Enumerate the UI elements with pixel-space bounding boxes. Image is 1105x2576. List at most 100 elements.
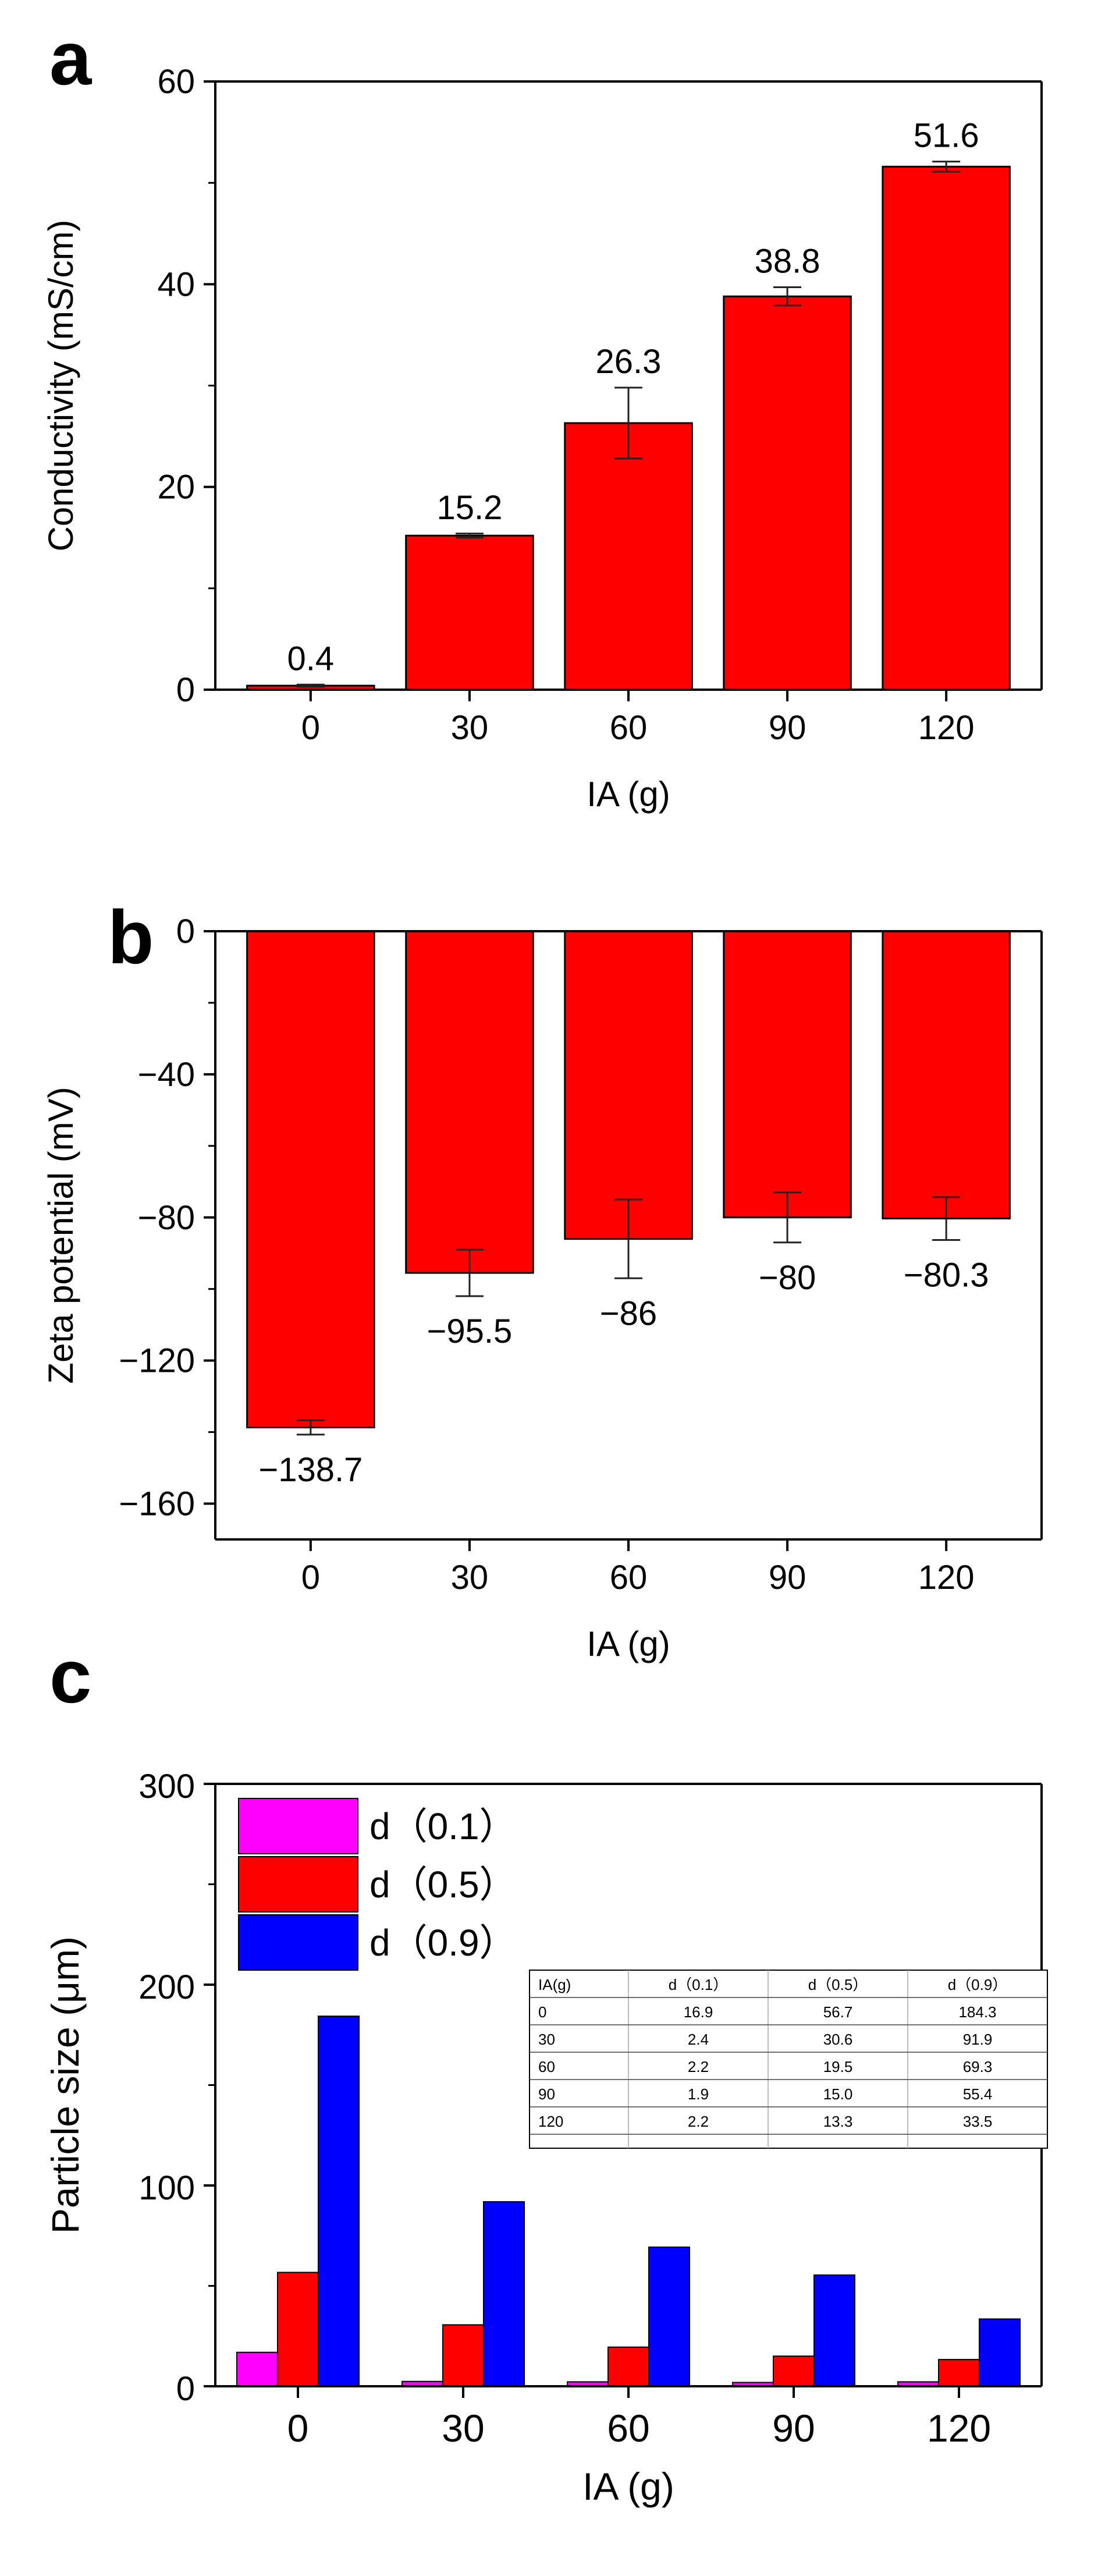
panel-c-y-tick-label: 200 <box>138 1968 195 2006</box>
panel-c-table-cell: 13.3 <box>823 2113 853 2130</box>
panel-b-y-tick-label: −40 <box>138 1056 195 1094</box>
panel-letter-b: b <box>108 895 154 980</box>
panel-c-legend-swatch <box>238 1798 358 1854</box>
panel-c-table-cell: 30 <box>538 2031 555 2048</box>
panel-b-data-label: −95.5 <box>427 1312 513 1350</box>
panel-b-data-label: −80 <box>759 1259 816 1297</box>
panel-a-y-tick-label: 60 <box>157 63 195 101</box>
panel-c-x-tick-label: 120 <box>927 2407 991 2450</box>
panel-c-legend-swatch <box>238 1856 358 1913</box>
panel-c-table-cell: 2.2 <box>688 2058 709 2075</box>
panel-a-x-axis-label: IA (g) <box>587 775 670 814</box>
panel-a-bar <box>882 165 1011 691</box>
panel-c-bar <box>277 2272 319 2387</box>
panel-c-table-cell: 30.6 <box>823 2031 853 2048</box>
panel-letter-a: a <box>49 16 93 101</box>
panel-a-x-tick-label: 120 <box>918 709 975 747</box>
panel-b-x-tick-label: 0 <box>301 1559 320 1596</box>
panel-c-legend-label: d（0.5） <box>369 1864 517 1906</box>
panel-c-table-cell: 55.4 <box>963 2085 993 2103</box>
panel-c-table-cell: 2.4 <box>688 2031 709 2048</box>
panel-c-table-header-cell: d（0.5） <box>808 1976 868 1993</box>
panel-c-bar <box>773 2355 815 2387</box>
panel-b-y-tick-label: −80 <box>138 1199 195 1237</box>
panel-a-data-label: 38.8 <box>755 243 820 281</box>
panel-c-legend-label: d（0.9） <box>369 1922 517 1964</box>
panel-c-bar <box>648 2246 690 2387</box>
panel-c-table-cell: 56.7 <box>823 2003 853 2021</box>
panel-c-bar <box>979 2318 1021 2387</box>
panel-c-y-tick-label: 0 <box>176 2370 195 2408</box>
panel-b-x-tick-label: 30 <box>451 1559 489 1596</box>
panel-c-table-cell: 90 <box>538 2085 555 2103</box>
panel-c-inset-table <box>529 1970 1048 2149</box>
panel-a-data-label: 26.3 <box>596 343 662 381</box>
panel-a-bar <box>723 295 852 691</box>
panel-c-table-cell: 60 <box>538 2058 555 2075</box>
panel-c-table-cell: 120 <box>538 2113 563 2130</box>
panel-a-y-tick-label: 0 <box>176 671 195 709</box>
panel-a-data-label: 51.6 <box>914 117 979 155</box>
panel-c-table-cell: 69.3 <box>963 2058 993 2075</box>
panel-c-table-cell: 184.3 <box>958 2003 996 2021</box>
panel-a-bar <box>405 534 534 691</box>
panel-b-y-axis-label: Zeta potential (mV) <box>41 1087 80 1383</box>
panel-a-x-tick-label: 60 <box>610 709 648 747</box>
panel-b-bar <box>723 930 852 1219</box>
panel-c-x-tick-label: 0 <box>287 2407 309 2450</box>
panel-c-x-tick-label: 60 <box>607 2407 649 2450</box>
panel-b-bar <box>405 930 534 1274</box>
panel-a-x-tick-label: 30 <box>451 709 489 747</box>
panel-letter-c: c <box>49 1634 91 1719</box>
panel-c-bar <box>483 2201 525 2387</box>
panel-b-bar <box>882 930 1011 1220</box>
panel-b-bar <box>246 930 375 1429</box>
panel-c-table-header-cell: d（0.9） <box>948 1976 1008 1993</box>
panel-c-table-cell: 0 <box>538 2003 546 2021</box>
panel-b-y-tick-label: −120 <box>119 1342 195 1380</box>
panel-a-data-label: 15.2 <box>436 489 502 527</box>
panel-c-table-cell: 16.9 <box>684 2003 713 2021</box>
panel-b: b −138.7 −95.5 −86 −80 −80.3 0 −40 −80 −120 −160 0… <box>41 895 1043 1663</box>
panel-b-x-axis-label: IA (g) <box>587 1624 670 1663</box>
panel-b-data-label: −80.3 <box>904 1256 989 1294</box>
panel-b-x-tick-label: 60 <box>610 1559 648 1596</box>
panel-c-table-cell: 2.2 <box>688 2113 709 2130</box>
panel-b-y-tick-label: −160 <box>119 1485 195 1523</box>
panel-c-table-cell: 15.0 <box>823 2085 853 2103</box>
panel-a-y-axis-label: Conductivity (mS/cm) <box>41 219 80 551</box>
panel-c-y-axis-label: Particle size (μm) <box>44 1936 87 2234</box>
panel-c-table-header-cell: IA(g) <box>538 1976 571 1993</box>
panel-c-legend-label: d（0.1） <box>369 1805 517 1847</box>
panel-a-x-tick-label: 90 <box>769 709 806 747</box>
panel-c-legend-swatch <box>238 1914 358 1971</box>
panel-c-table-cell: 19.5 <box>823 2058 853 2075</box>
panel-a-y-tick-label: 20 <box>157 469 195 506</box>
panel-a: a 0.4 15.2 26.3 38.8 51.6 0 20 40 60 0 30 60 90 120 IA… <box>41 16 1043 814</box>
panel-c-table-cell: 1.9 <box>688 2085 709 2103</box>
panel-c-x-axis-label: IA (g) <box>582 2465 674 2508</box>
panel-b-x-tick-label: 90 <box>769 1559 806 1596</box>
panel-c-bar <box>938 2359 980 2387</box>
panel-c-bar <box>318 2016 360 2387</box>
panel-a-x-tick-label: 0 <box>301 709 320 747</box>
panel-c-table-cell: 91.9 <box>963 2031 993 2048</box>
panel-b-data-label: −138.7 <box>258 1451 363 1489</box>
panel-c-bar <box>813 2274 855 2387</box>
panel-b-x-tick-label: 120 <box>918 1559 975 1596</box>
panel-c-table-header-cell: d（0.1） <box>669 1976 729 1993</box>
panel-b-bar <box>564 930 693 1240</box>
panel-c-y-tick-label: 100 <box>138 2169 195 2207</box>
panel-b-data-label: −86 <box>600 1294 657 1332</box>
panel-a-data-label: 0.4 <box>287 640 335 677</box>
panel-c-y-tick-label: 300 <box>138 1768 195 1805</box>
panel-a-bar <box>564 422 693 691</box>
panel-c-bar <box>236 2351 278 2387</box>
panel-c-table-cell: 33.5 <box>963 2113 993 2130</box>
panel-c-x-tick-label: 30 <box>442 2407 484 2450</box>
panel-b-y-tick-label: 0 <box>176 913 195 950</box>
panel-c-bar <box>607 2346 649 2387</box>
panel-a-y-tick-label: 40 <box>157 265 195 303</box>
